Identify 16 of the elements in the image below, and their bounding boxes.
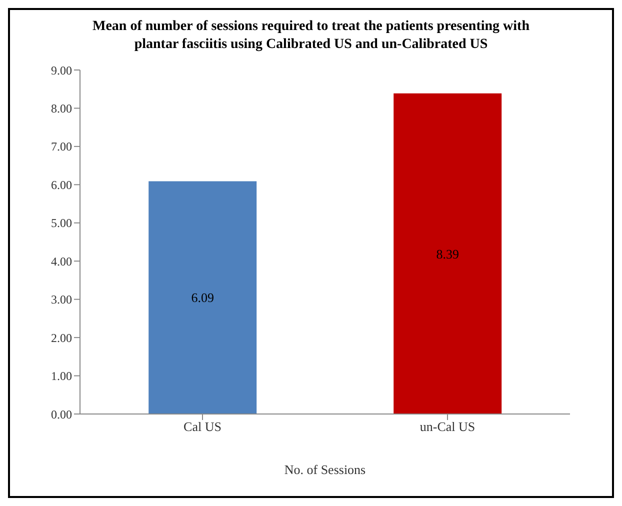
y-tick-label: 1.00 bbox=[51, 369, 72, 384]
y-tick-label: 5.00 bbox=[51, 216, 72, 230]
y-tick-label: 6.00 bbox=[51, 178, 72, 192]
y-tick-label: 3.00 bbox=[51, 292, 72, 307]
x-tick-label: un-Cal US bbox=[420, 419, 476, 434]
y-tick-label: 2.00 bbox=[51, 330, 72, 345]
y-tick-label: 9.00 bbox=[51, 63, 72, 78]
y-tick-label: 8.00 bbox=[51, 101, 72, 116]
y-tick-label: 7.00 bbox=[51, 140, 72, 154]
data-label: 8.39 bbox=[436, 246, 459, 262]
x-axis-title: No. of Sessions bbox=[284, 462, 366, 477]
y-tick-label: 4.00 bbox=[51, 254, 72, 268]
chart-title: Mean of number of sessions required to treat the patients presenting with plantar fasciitis using Calibrated US and un-Calibrated US bbox=[92, 18, 530, 54]
y-tick-label: 0.00 bbox=[51, 407, 72, 422]
x-tick-label: Cal US bbox=[184, 419, 222, 434]
data-label: 6.09 bbox=[191, 290, 214, 306]
